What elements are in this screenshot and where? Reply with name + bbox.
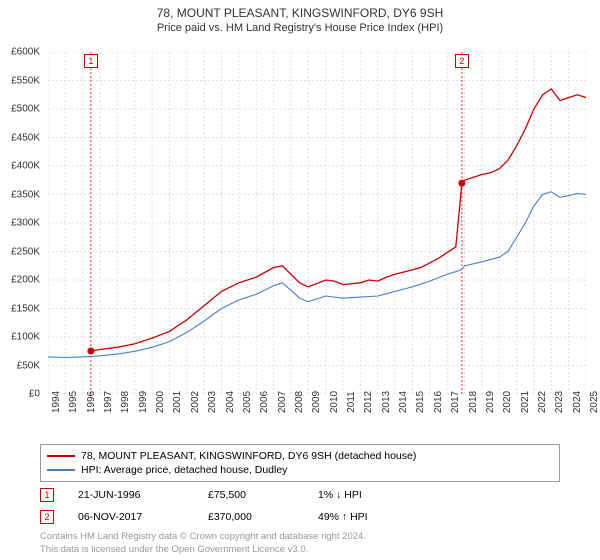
x-tick-label: 2014 [398, 391, 409, 413]
footer-text: Contains HM Land Registry data © Crown c… [40, 531, 366, 556]
x-tick-label: 2001 [172, 391, 183, 413]
x-tick-label: 1998 [120, 391, 131, 413]
y-tick-label: £100K [11, 332, 40, 343]
x-tick-label: 2022 [537, 391, 548, 413]
sale-price: £75,500 [208, 489, 318, 501]
legend-label: HPI: Average price, detached house, Dudl… [81, 464, 287, 476]
y-tick-label: £150K [11, 303, 40, 314]
x-axis-labels: 1994199519961997199819992000200120022003… [48, 398, 586, 440]
sale-row-1: 1 21-JUN-1996 £75,500 1% ↓ HPI [40, 488, 560, 502]
y-tick-label: £300K [11, 218, 40, 229]
footer-line-1: Contains HM Land Registry data © Crown c… [40, 531, 366, 543]
y-tick-label: £250K [11, 246, 40, 257]
x-tick-label: 2002 [190, 391, 201, 413]
sale-date: 21-JUN-1996 [78, 489, 208, 501]
x-tick-label: 2017 [450, 391, 461, 413]
x-tick-label: 2020 [502, 391, 513, 413]
x-tick-label: 1997 [103, 391, 114, 413]
y-tick-label: £450K [11, 132, 40, 143]
x-tick-label: 1996 [86, 391, 97, 413]
chart-subtitle: Price paid vs. HM Land Registry's House … [0, 20, 600, 34]
x-tick-label: 2010 [329, 391, 340, 413]
x-tick-label: 1994 [51, 391, 62, 413]
chart-marker-1: 1 [84, 54, 98, 68]
sale-row-2: 2 06-NOV-2017 £370,000 49% ↑ HPI [40, 510, 560, 524]
sale-marker-2: 2 [40, 510, 54, 524]
y-tick-label: £400K [11, 161, 40, 172]
x-tick-label: 2013 [381, 391, 392, 413]
y-tick-label: £550K [11, 75, 40, 86]
legend-label: 78, MOUNT PLEASANT, KINGSWINFORD, DY6 9S… [81, 450, 416, 462]
x-tick-label: 2018 [468, 391, 479, 413]
chart-container: 78, MOUNT PLEASANT, KINGSWINFORD, DY6 9S… [0, 0, 600, 560]
x-tick-label: 2023 [554, 391, 565, 413]
y-tick-label: £500K [11, 104, 40, 115]
sale-price: £370,000 [208, 511, 318, 523]
x-tick-label: 2005 [242, 391, 253, 413]
x-tick-label: 2021 [520, 391, 531, 413]
sale-delta: 49% ↑ HPI [318, 511, 368, 523]
x-tick-label: 2009 [311, 391, 322, 413]
legend-box: 78, MOUNT PLEASANT, KINGSWINFORD, DY6 9S… [40, 444, 560, 482]
legend-swatch-property [47, 455, 75, 457]
sale-delta: 1% ↓ HPI [318, 489, 362, 501]
y-tick-label: £0 [29, 389, 40, 400]
x-tick-label: 2015 [415, 391, 426, 413]
y-tick-label: £50K [17, 360, 40, 371]
x-tick-label: 2025 [589, 391, 600, 413]
x-tick-label: 2003 [207, 391, 218, 413]
chart-marker-2: 2 [455, 54, 469, 68]
x-tick-label: 2007 [277, 391, 288, 413]
x-tick-label: 2012 [363, 391, 374, 413]
x-tick-label: 2004 [225, 391, 236, 413]
plot-svg [48, 52, 586, 394]
chart-title: 78, MOUNT PLEASANT, KINGSWINFORD, DY6 9S… [0, 0, 600, 20]
x-tick-label: 2008 [294, 391, 305, 413]
legend-item-hpi: HPI: Average price, detached house, Dudl… [47, 463, 553, 477]
x-tick-label: 2024 [572, 391, 583, 413]
chart-area: 12 [48, 52, 586, 394]
x-tick-label: 2000 [155, 391, 166, 413]
y-tick-label: £600K [11, 47, 40, 58]
x-tick-label: 1995 [68, 391, 79, 413]
x-tick-label: 2019 [485, 391, 496, 413]
footer-line-2: This data is licensed under the Open Gov… [40, 544, 366, 556]
sale-marker-1: 1 [40, 488, 54, 502]
legend-item-property: 78, MOUNT PLEASANT, KINGSWINFORD, DY6 9S… [47, 449, 553, 463]
y-tick-label: £350K [11, 189, 40, 200]
x-tick-label: 2011 [346, 391, 357, 413]
legend-swatch-hpi [47, 469, 75, 471]
x-tick-label: 2016 [433, 391, 444, 413]
x-tick-label: 2006 [259, 391, 270, 413]
x-tick-label: 1999 [138, 391, 149, 413]
y-tick-label: £200K [11, 275, 40, 286]
sale-date: 06-NOV-2017 [78, 511, 208, 523]
y-axis-labels: £0£50K£100K£150K£200K£250K£300K£350K£400… [0, 52, 44, 394]
